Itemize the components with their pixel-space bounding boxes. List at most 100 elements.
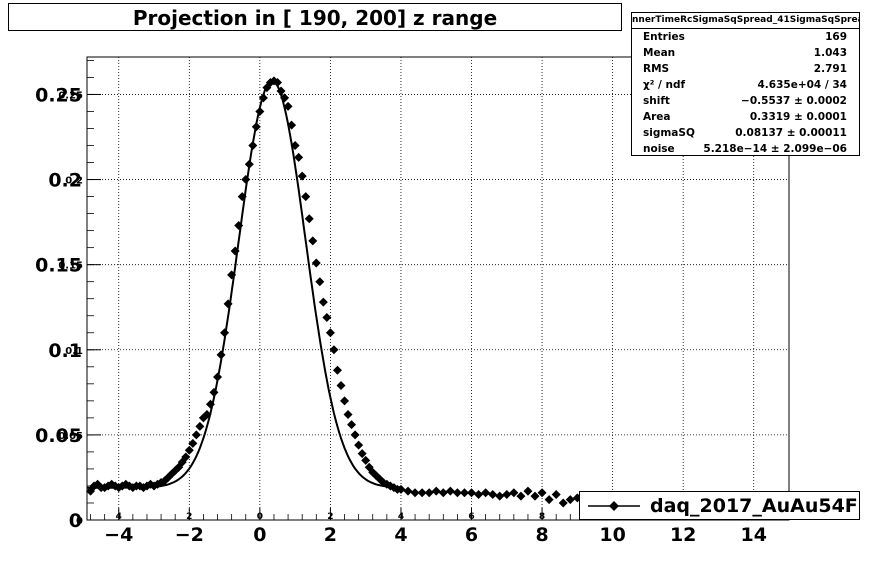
data-point	[241, 175, 251, 185]
data-point	[283, 101, 293, 111]
data-point	[502, 489, 512, 499]
data-point	[523, 486, 533, 496]
y-inner-tick-label: 0.05	[58, 431, 83, 442]
data-point	[216, 350, 226, 360]
chart-title: Projection in [ 190, 200] z range	[8, 3, 622, 31]
data-point	[308, 236, 318, 246]
data-point	[452, 488, 462, 498]
stats-value: 0.08137 ± 0.00011	[735, 127, 847, 139]
data-point	[340, 396, 350, 406]
x-tick-label: −4	[104, 524, 133, 546]
data-point	[467, 488, 477, 498]
data-point	[276, 86, 286, 96]
data-point	[191, 430, 201, 440]
data-point	[311, 258, 321, 268]
stats-value: 169	[825, 31, 847, 43]
x-tick-label: 8	[535, 524, 548, 546]
data-point	[287, 120, 297, 130]
stats-value: 2.791	[813, 63, 847, 75]
data-point	[424, 488, 434, 498]
y-tick-label: 0.1	[48, 340, 82, 362]
data-point	[445, 486, 455, 496]
stats-header: nnerTimeRcSigmaSqSpread_41SigmaSqSpread	[632, 13, 859, 29]
data-point	[251, 122, 261, 132]
stats-row: shift −0.5537 ± 0.0002	[632, 93, 859, 109]
data-point	[558, 498, 568, 508]
x-tick-label: 2	[324, 524, 337, 546]
data-point	[290, 141, 300, 151]
stats-label: Area	[643, 111, 671, 123]
x-tick-label: 6	[465, 524, 478, 546]
data-point	[516, 491, 526, 501]
data-point	[530, 491, 540, 501]
data-point	[417, 488, 427, 498]
data-point	[230, 246, 240, 256]
data-point	[280, 93, 290, 103]
y-tick-label: 0.25	[35, 84, 82, 106]
data-point	[474, 489, 484, 499]
data-point	[438, 488, 448, 498]
data-point	[202, 409, 212, 419]
y-inner-tick-label: 0	[76, 516, 83, 527]
data-point	[488, 489, 498, 499]
data-point	[244, 159, 254, 169]
x-tick-label: 10	[599, 524, 625, 546]
data-point	[403, 486, 413, 496]
stats-label: Mean	[643, 47, 676, 59]
legend-marker	[588, 501, 640, 511]
data-point	[329, 345, 339, 355]
data-point	[354, 440, 364, 450]
data-point	[304, 214, 314, 224]
stats-row: χ² / ndf 4.635e+04 / 34	[632, 77, 859, 93]
data-point	[205, 399, 215, 409]
y-tick-label: 0.15	[35, 255, 82, 277]
data-point	[220, 328, 230, 338]
stats-row: RMS 2.791	[632, 61, 859, 77]
stats-label: Entries	[643, 31, 685, 43]
stats-label: shift	[643, 95, 670, 107]
data-point	[332, 365, 342, 375]
data-point	[325, 328, 335, 338]
legend-label: daq_2017_AuAu54F	[650, 495, 858, 517]
data-point	[495, 491, 505, 501]
plot-frame	[86, 56, 790, 521]
data-point	[237, 192, 247, 202]
data-point	[537, 488, 547, 498]
stats-row: sigmaSQ 0.08137 ± 0.00011	[632, 125, 859, 141]
legend: daq_2017_AuAu54F	[579, 491, 860, 520]
data-point	[223, 299, 233, 309]
data-points	[86, 76, 752, 510]
y-inner-tick-label: 0.2	[65, 176, 83, 187]
data-point	[459, 488, 469, 498]
x-tick-label: 4	[394, 524, 407, 546]
stats-rows: Entries 169 Mean 1.043 RMS 2.791 χ² / ndf 4.635…	[632, 29, 859, 157]
axes: −44−220022446688101012121414000.050.050.…	[35, 60, 783, 546]
y-inner-tick-label: 0.15	[58, 261, 83, 272]
data-point	[184, 445, 194, 455]
data-point	[195, 421, 205, 431]
grid-lines	[87, 57, 789, 520]
data-point	[315, 277, 325, 287]
data-point	[350, 430, 360, 440]
stats-label: χ² / ndf	[643, 79, 686, 91]
y-tick-label: 0.2	[48, 170, 82, 192]
y-inner-tick-label: 0.1	[65, 346, 83, 357]
data-point	[294, 152, 304, 162]
data-point	[297, 171, 307, 181]
data-point	[361, 455, 371, 465]
data-point	[227, 270, 237, 280]
x-tick-label: 0	[253, 524, 266, 546]
stats-row: noise 5.218e−14 ± 2.099e−06	[632, 141, 859, 157]
data-point	[301, 192, 311, 202]
x-tick-label: 14	[740, 524, 766, 546]
y-tick-label: 0	[69, 510, 82, 532]
stats-value: 4.635e+04 / 34	[757, 79, 847, 91]
y-tick-label: 0.05	[35, 425, 82, 447]
data-point	[213, 372, 223, 382]
y-inner-tick-label: 0.25	[58, 90, 83, 101]
stats-value: 0.3319 ± 0.0001	[749, 111, 847, 123]
data-point	[209, 387, 219, 397]
stats-row: Mean 1.043	[632, 45, 859, 61]
data-point	[181, 452, 191, 462]
